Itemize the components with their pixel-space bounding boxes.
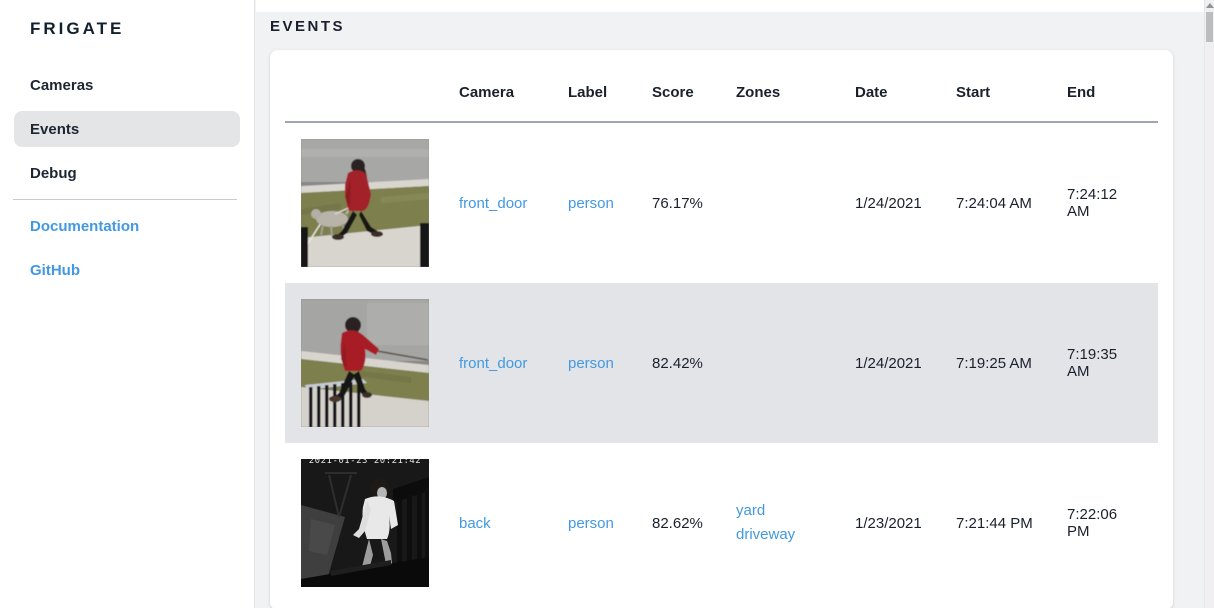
camera-cell: front_door xyxy=(443,283,552,443)
zones-cell xyxy=(720,283,839,443)
event-row[interactable]: front_door person 82.42% 1/24/2021 7:19:… xyxy=(285,283,1158,443)
sidebar-item-label: Cameras xyxy=(30,76,94,94)
score-cell: 82.62% xyxy=(652,514,703,532)
sidebar-link-label: GitHub xyxy=(30,261,80,279)
scrollbar-thumb[interactable] xyxy=(1206,12,1213,42)
events-table: Camera Label Score Zones Date Start End xyxy=(285,50,1158,603)
sidebar-link-github[interactable]: GitHub xyxy=(14,252,240,288)
sidebar-divider xyxy=(13,199,237,200)
sidebar-link-label: Documentation xyxy=(30,217,140,235)
zone-link-yard[interactable]: yard xyxy=(736,502,766,519)
event-thumbnail-image[interactable] xyxy=(301,139,429,267)
start-cell: 7:19:25 AM xyxy=(956,354,1032,372)
sidebar: FRIGATE Cameras Events Debug Documentati… xyxy=(0,0,255,608)
sidebar-item-events[interactable]: Events xyxy=(14,111,240,147)
end-cell: 7:22:06 PM xyxy=(1067,506,1118,540)
column-end: End xyxy=(1051,50,1158,123)
score-cell: 82.42% xyxy=(652,354,703,372)
label-cell: person xyxy=(552,283,636,443)
sidebar-item-label: Debug xyxy=(30,164,77,182)
camera-link[interactable]: front_door xyxy=(459,194,528,212)
event-thumbnail-image[interactable]: 2021-01-23 20:21:42 xyxy=(301,459,429,587)
end-cell: 7:19:35 AM xyxy=(1067,346,1118,380)
main-content: EVENTS Camera Label Score Zones Date Sta… xyxy=(256,0,1214,608)
sidebar-link-documentation[interactable]: Documentation xyxy=(14,208,240,244)
column-date: Date xyxy=(839,50,940,123)
zones-cell xyxy=(720,122,839,283)
date-cell: 1/24/2021 xyxy=(855,354,922,372)
top-strip xyxy=(256,0,1214,12)
zones-cell: yard driveway xyxy=(720,443,839,603)
sidebar-item-debug[interactable]: Debug xyxy=(14,155,240,191)
thumbnail-cell xyxy=(285,283,443,443)
column-zones: Zones xyxy=(720,50,839,123)
column-label: Label xyxy=(552,50,636,123)
vertical-scrollbar[interactable] xyxy=(1204,0,1214,608)
date-cell: 1/23/2021 xyxy=(855,514,922,532)
label-link[interactable]: person xyxy=(568,514,614,532)
sidebar-item-label: Events xyxy=(30,120,80,138)
event-thumbnail-image[interactable] xyxy=(301,299,429,427)
label-link[interactable]: person xyxy=(568,354,614,372)
events-card: Camera Label Score Zones Date Start End xyxy=(270,50,1173,608)
camera-cell: back xyxy=(443,443,552,603)
scene-night-infrared-man: 2021-01-23 20:21:42 xyxy=(301,459,429,587)
thumbnail-timestamp-overlay: 2021-01-23 20:21:42 xyxy=(309,459,421,466)
camera-link[interactable]: back xyxy=(459,514,491,532)
thumbnail-cell: 2021-01-23 20:21:42 xyxy=(285,443,443,603)
column-camera: Camera xyxy=(443,50,552,123)
score-cell: 76.17% xyxy=(652,194,703,212)
events-table-header: Camera Label Score Zones Date Start End xyxy=(285,50,1158,123)
end-cell: 7:24:12 AM xyxy=(1067,186,1118,220)
column-thumbnail xyxy=(285,50,443,123)
scene-woman-back-view xyxy=(301,299,429,427)
app-title: FRIGATE xyxy=(30,19,125,38)
column-score: Score xyxy=(636,50,720,123)
camera-cell: front_door xyxy=(443,122,552,283)
date-cell: 1/24/2021 xyxy=(855,194,922,212)
zone-link-driveway[interactable]: driveway xyxy=(736,526,796,543)
camera-link[interactable]: front_door xyxy=(459,354,528,372)
label-link[interactable]: person xyxy=(568,194,614,212)
scene-woman-walking-dog xyxy=(301,139,429,267)
event-row[interactable]: 2021-01-23 20:21:42 back person 82.62% y… xyxy=(285,443,1158,603)
sidebar-item-cameras[interactable]: Cameras xyxy=(14,67,240,103)
label-cell: person xyxy=(552,122,636,283)
sidebar-nav: Cameras Events Debug Documentation GitHu… xyxy=(0,67,254,288)
label-cell: person xyxy=(552,443,636,603)
column-start: Start xyxy=(940,50,1051,123)
start-cell: 7:24:04 AM xyxy=(956,194,1032,212)
event-row[interactable]: front_door person 76.17% 1/24/2021 7:24:… xyxy=(285,122,1158,283)
thumbnail-cell xyxy=(285,122,443,283)
start-cell: 7:21:44 PM xyxy=(956,514,1033,532)
page-title: EVENTS xyxy=(270,18,346,35)
scroll-up-arrow-icon[interactable] xyxy=(1206,3,1214,8)
